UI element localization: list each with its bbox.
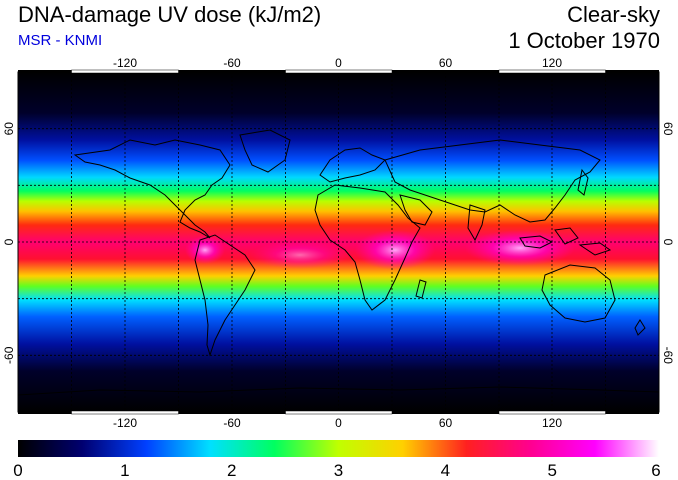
- hotspots: [185, 230, 575, 270]
- lat-ticks-right: 60 0 -60: [661, 122, 675, 364]
- lon-tick-label: -120: [113, 56, 137, 70]
- lon-tick-label: 0: [335, 416, 342, 430]
- lon-tick-label: 0: [335, 56, 342, 70]
- colorbar-tick-label: 4: [441, 461, 450, 480]
- map-title: DNA-damage UV dose (kJ/m2): [18, 2, 322, 27]
- lon-tick-label: 120: [542, 56, 562, 70]
- lon-tick-label: -120: [113, 416, 137, 430]
- colorbar-tick-label: 6: [651, 461, 660, 480]
- date-label: 1 October 1970: [508, 28, 660, 53]
- lat-tick-label: 0: [661, 239, 675, 246]
- colorbar-tick-label: 2: [227, 461, 236, 480]
- lat-tick-label: -60: [2, 346, 16, 364]
- lon-tick-label: -60: [223, 56, 241, 70]
- colorbar-tick-label: 0: [13, 461, 22, 480]
- lon-tick-label: 60: [439, 56, 453, 70]
- lon-ticks-bottom: -120 -60 0 60 120: [113, 416, 562, 430]
- lat-tick-label: 60: [2, 122, 16, 136]
- lat-tick-label: 0: [2, 238, 16, 245]
- colorbar-tick-label: 1: [120, 461, 129, 480]
- lat-tick-label: 60: [661, 122, 675, 136]
- lon-tick-label: -60: [223, 416, 241, 430]
- lat-ticks-left: 60 0 -60: [2, 122, 16, 364]
- colorbar: [18, 440, 659, 457]
- colorbar-tick-label: 5: [547, 461, 556, 480]
- frame-scale-bars: [18, 69, 659, 415]
- colorbar-labels: 0 1 2 3 4 5 6: [13, 461, 660, 480]
- colorbar-tick-label: 3: [334, 461, 343, 480]
- lon-tick-label: 120: [542, 416, 562, 430]
- lon-tick-label: 60: [439, 416, 453, 430]
- sky-condition-label: Clear-sky: [567, 2, 660, 27]
- gridlines: [18, 72, 659, 412]
- lon-ticks-top: -120 -60 0 60 120: [113, 56, 562, 70]
- lat-tick-label: -60: [661, 347, 675, 365]
- coastlines: [18, 129, 659, 396]
- source-label: MSR - KNMI: [18, 32, 103, 49]
